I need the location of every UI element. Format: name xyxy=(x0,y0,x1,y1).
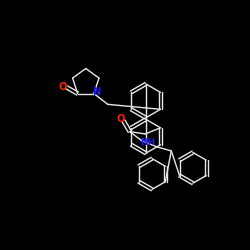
Text: O: O xyxy=(59,82,67,92)
Text: NH: NH xyxy=(140,138,155,147)
Text: N: N xyxy=(92,87,100,97)
Text: O: O xyxy=(116,114,124,124)
